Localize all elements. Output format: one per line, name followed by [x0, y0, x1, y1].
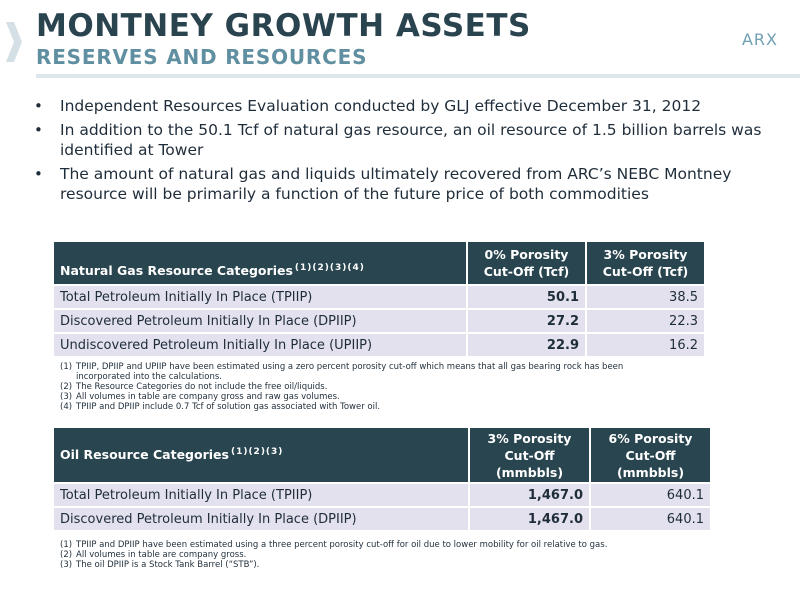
gas-table-header-col2: 3% Porosity Cut-Off (Tcf) — [587, 242, 704, 284]
footnote: (4) TPIIP and DPIIP include 0.7 Tcf of so… — [60, 402, 680, 412]
footnote-text: All volumes in table are company gross. — [76, 550, 247, 560]
row-value-col1: 1,467.0 — [470, 508, 589, 530]
oil-table-header-col2: 6% Porosity Cut-Off (mmbbls) — [591, 428, 710, 482]
row-value-col1: 1,467.0 — [470, 484, 589, 506]
footnote-number: (2) — [60, 550, 73, 560]
row-label: Discovered Petroleum Initially In Place … — [54, 310, 466, 332]
row-value-col2: 22.3 — [587, 310, 704, 332]
gas-resource-table: Natural Gas Resource Categories (1)(2)(3)… — [52, 240, 706, 358]
row-value-col2: 38.5 — [587, 286, 704, 308]
footnote-number: (2) — [60, 382, 73, 392]
footnote-text: The oil DPIIP is a Stock Tank Barrel (“S… — [76, 560, 260, 570]
oil-table-header-refs: (1)(2)(3) — [230, 447, 284, 458]
table-row: Total Petroleum Initially In Place (TPII… — [54, 484, 710, 506]
footnote: (1) TPIIP and DPIIP have been estimated u… — [60, 540, 700, 550]
row-value-col2: 16.2 — [587, 334, 704, 356]
row-label: Discovered Petroleum Initially In Place … — [54, 508, 468, 530]
bullet-text: In addition to the 50.1 Tcf of natural g… — [60, 121, 762, 159]
row-label: Total Petroleum Initially In Place (TPII… — [54, 484, 468, 506]
bullet-text: The amount of natural gas and liquids ul… — [60, 165, 732, 203]
table-row: Undiscovered Petroleum Initially In Plac… — [54, 334, 704, 356]
footnote-text: All volumes in table are company gross a… — [76, 392, 340, 402]
oil-table-header-label: Oil Resource Categories — [60, 447, 229, 463]
row-value-col1: 22.9 — [468, 334, 585, 356]
gas-table-header-col1: 0% Porosity Cut-Off (Tcf) — [468, 242, 585, 284]
bullet-text: Independent Resources Evaluation conduct… — [60, 97, 702, 115]
footnote: (1) TPIIP, DPIIP and UPIIP have been esti… — [60, 362, 680, 382]
gas-table-header-label: Natural Gas Resource Categories — [60, 263, 293, 278]
footnote-number: (1) — [60, 540, 73, 550]
row-value-col1: 50.1 — [468, 286, 585, 308]
footnote: (2) All volumes in table are company gros… — [60, 550, 700, 560]
bullet-dot-icon: • — [34, 121, 43, 139]
bullet-item: • In addition to the 50.1 Tcf of natural … — [32, 120, 772, 160]
company-logo: ARX — [741, 30, 778, 49]
footnote-text: The Resource Categories do not include t… — [76, 382, 328, 392]
footnote-text: TPIIP and DPIIP have been estimated usin… — [76, 540, 608, 550]
table-row: Discovered Petroleum Initially In Place … — [54, 508, 710, 530]
footnote-number: (1) — [60, 362, 73, 372]
chevron-decoration-icon — [6, 22, 22, 62]
table-row: Total Petroleum Initially In Place (TPII… — [54, 286, 704, 308]
bullet-item: • The amount of natural gas and liquids u… — [32, 164, 772, 204]
footnote-number: (3) — [60, 560, 73, 570]
footnote-number: (4) — [60, 402, 73, 412]
oil-table-header-category: Oil Resource Categories (1)(2)(3) — [54, 428, 468, 482]
oil-table-footnotes: (1) TPIIP and DPIIP have been estimated u… — [60, 540, 700, 570]
footnote: (3) The oil DPIIP is a Stock Tank Barrel … — [60, 560, 700, 570]
footnote: (2) The Resource Categories do not includ… — [60, 382, 680, 392]
row-value-col2: 640.1 — [591, 484, 710, 506]
footnote: (3) All volumes in table are company gros… — [60, 392, 680, 402]
bullet-dot-icon: • — [34, 97, 43, 115]
oil-table-header-col1: 3% Porosity Cut-Off (mmbbls) — [470, 428, 589, 482]
table-row: Discovered Petroleum Initially In Place … — [54, 310, 704, 332]
row-label: Total Petroleum Initially In Place (TPII… — [54, 286, 466, 308]
page-subtitle: RESERVES AND RESOURCES — [36, 45, 368, 69]
gas-table-header-refs: (1)(2)(3)(4) — [294, 262, 365, 273]
row-label: Undiscovered Petroleum Initially In Plac… — [54, 334, 466, 356]
bullet-dot-icon: • — [34, 165, 43, 183]
gas-table-header-category: Natural Gas Resource Categories (1)(2)(3)… — [54, 242, 466, 284]
footnote-number: (3) — [60, 392, 73, 402]
bullet-item: • Independent Resources Evaluation conduc… — [32, 96, 772, 116]
page-title: MONTNEY GROWTH ASSETS — [36, 8, 531, 44]
footnote-text: TPIIP, DPIIP and UPIIP have been estimat… — [76, 362, 624, 382]
bullet-list: • Independent Resources Evaluation conduc… — [32, 96, 772, 208]
gas-table-footnotes: (1) TPIIP, DPIIP and UPIIP have been esti… — [60, 362, 680, 412]
row-value-col2: 640.1 — [591, 508, 710, 530]
footnote-text: TPIIP and DPIIP include 0.7 Tcf of solut… — [76, 402, 381, 412]
oil-resource-table: Oil Resource Categories (1)(2)(3) 3% Poro… — [52, 426, 712, 532]
row-value-col1: 27.2 — [468, 310, 585, 332]
header-divider — [36, 74, 800, 78]
